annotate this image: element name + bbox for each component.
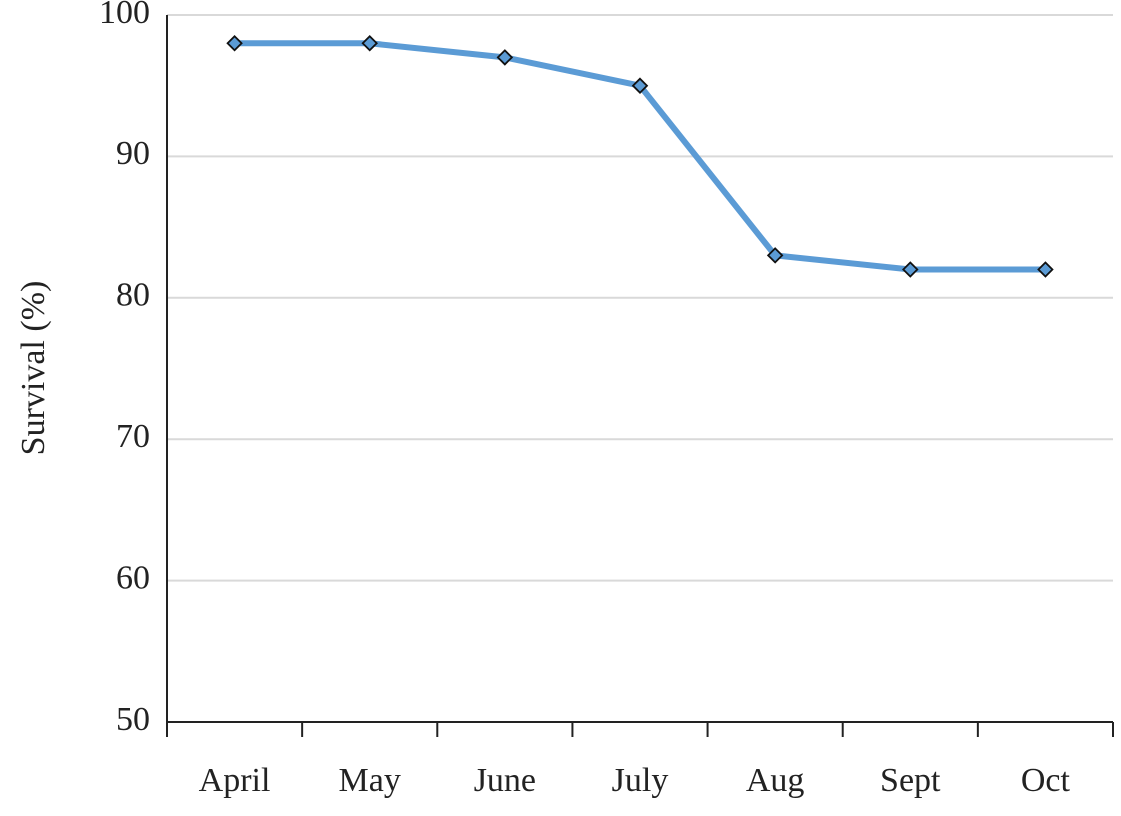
y-tick-label: 80 (116, 277, 150, 314)
marker (1037, 261, 1054, 278)
y-tick-label: 70 (116, 418, 150, 455)
x-tick-label: April (199, 762, 271, 799)
marker (361, 35, 378, 52)
y-axis-label: Survival (%) (15, 281, 52, 456)
x-tick-label: May (339, 762, 401, 799)
x-tick-label: Aug (746, 762, 805, 799)
y-tick-label: 100 (99, 0, 150, 31)
y-tick-label: 90 (116, 135, 150, 172)
marker (496, 49, 514, 66)
marker (226, 35, 243, 52)
y-tick-label: 60 (116, 559, 150, 596)
marker (631, 77, 649, 94)
x-tick-label: Oct (1021, 762, 1071, 799)
marker (766, 247, 784, 264)
x-tick-label: June (474, 762, 536, 799)
marker (902, 261, 919, 278)
y-tick-label: 50 (116, 701, 150, 738)
x-tick-label: Sept (880, 762, 941, 799)
x-tick-label: July (612, 762, 669, 799)
